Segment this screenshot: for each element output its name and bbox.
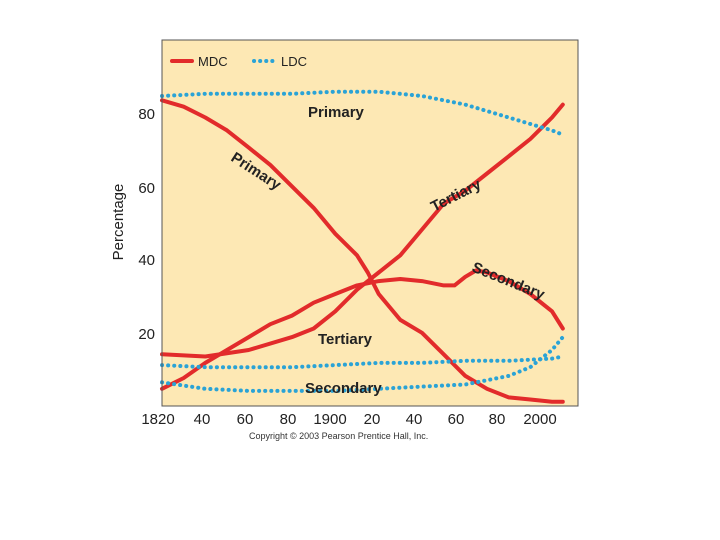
plot-background — [162, 40, 578, 406]
x-axis: 1820 40 60 80 1900 20 40 60 80 2000 — [141, 411, 556, 428]
y-tick-label: 20 — [138, 326, 155, 343]
series-line-ldc-secondary — [160, 335, 565, 393]
x-tick-label: 2000 — [523, 411, 556, 428]
x-tick-label: 1820 — [141, 411, 174, 428]
x-tick-label: 80 — [489, 411, 506, 428]
legend-ldc-label: LDC — [281, 54, 307, 69]
x-tick-label: 40 — [406, 411, 423, 428]
y-axis: 20 40 60 80 Percentage — [110, 106, 155, 343]
x-tick-label: 40 — [194, 411, 211, 428]
y-tick-label: 40 — [138, 252, 155, 269]
annotation-ldc-primary: Primary — [308, 104, 365, 121]
series-line-ldc-tertiary — [160, 354, 565, 370]
y-tick-label: 60 — [138, 180, 155, 197]
series-line-mdc-secondary — [160, 268, 565, 391]
copyright-note: Copyright © 2003 Pearson Prentice Hall, … — [249, 431, 428, 441]
series-line-ldc-primary — [160, 89, 565, 137]
y-tick-label: 80 — [138, 106, 155, 123]
legend: MDC LDC — [170, 54, 307, 69]
y-axis-title: Percentage — [110, 184, 127, 261]
legend-mdc-label: MDC — [198, 54, 228, 69]
x-tick-label: 20 — [364, 411, 381, 428]
annotation-ldc-tertiary: Tertiary — [318, 331, 373, 348]
x-tick-label: 60 — [237, 411, 254, 428]
x-tick-label: 1900 — [313, 411, 346, 428]
plot-frame — [161, 39, 579, 407]
series-layer — [160, 89, 565, 404]
x-tick-label: 60 — [448, 411, 465, 428]
x-tick-label: 80 — [280, 411, 297, 428]
series-line-mdc-tertiary — [160, 102, 565, 359]
series-line-mdc-primary — [160, 98, 565, 404]
annotation-ldc-secondary: Secondary — [305, 380, 382, 397]
